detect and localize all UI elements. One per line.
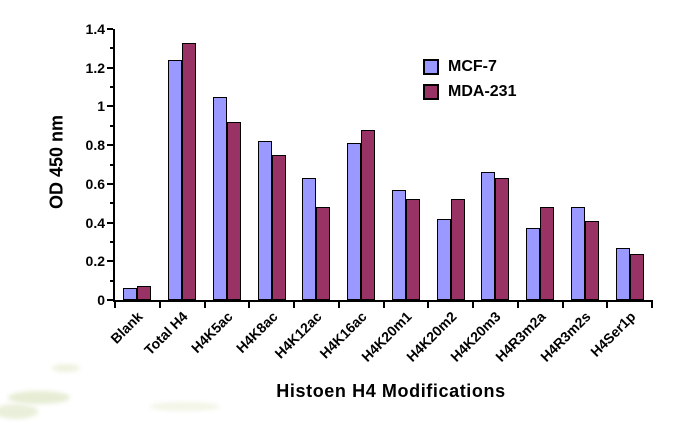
bar-mcf7 xyxy=(570,207,585,300)
x-axis-tick xyxy=(248,300,251,308)
y-tick-label: 0 xyxy=(97,292,105,308)
legend-item-mda231: MDA-231 xyxy=(423,83,516,101)
legend: MCF-7 MDA-231 xyxy=(423,58,516,101)
bar-mcf7 xyxy=(436,218,451,300)
x-axis-tick xyxy=(651,300,653,308)
bar-mda231 xyxy=(182,42,197,300)
bar-mda231 xyxy=(316,207,331,300)
bar-mcf7 xyxy=(257,141,272,300)
x-axis-tick xyxy=(382,300,385,308)
y-axis-major-tick xyxy=(107,66,113,69)
y-axis-title: OD 450 nm xyxy=(46,114,67,210)
plot-area: 0 0.2 0.4 0.6 0.8 1 1.2 1.4 Blank Total H4 H4K5ac H… xyxy=(86,21,653,365)
y-axis-minor-tick xyxy=(110,47,113,50)
x-axis-tick xyxy=(114,300,116,308)
y-tick-label: 1 xyxy=(97,98,105,115)
bar-mda231 xyxy=(226,121,241,300)
x-category-label: Total H4 xyxy=(141,308,191,358)
y-axis-minor-tick xyxy=(110,124,113,127)
bar-mda231 xyxy=(271,154,286,300)
y-tick-label: 0.6 xyxy=(85,175,105,192)
bar-mda231 xyxy=(540,207,555,300)
bar-mda231 xyxy=(629,253,644,300)
y-axis-major-tick xyxy=(107,299,113,301)
bar-mcf7 xyxy=(347,143,362,300)
watermark-smudge xyxy=(150,402,220,411)
bar-mda231 xyxy=(137,286,152,300)
x-axis-tick xyxy=(337,300,340,308)
legend-swatch-mcf7 xyxy=(423,59,439,75)
legend-label-mda231: MDA-231 xyxy=(448,83,517,100)
bar-mda231 xyxy=(584,220,599,300)
x-axis-title: Histoen H4 Modifications xyxy=(276,381,506,401)
bar-mcf7 xyxy=(481,172,496,300)
y-axis-major-tick xyxy=(107,28,113,30)
x-category-label: H4K8ac xyxy=(232,308,281,356)
y-axis-minor-tick xyxy=(110,86,113,89)
y-axis-minor-tick xyxy=(110,202,113,205)
bar-mcf7 xyxy=(302,178,317,300)
y-axis-major-tick xyxy=(107,221,113,224)
y-axis-major-tick xyxy=(107,260,113,263)
y-axis-major-tick xyxy=(107,105,113,108)
x-axis-tick xyxy=(606,300,609,308)
x-axis-tick xyxy=(561,300,564,308)
x-category-label: H4K5ac xyxy=(187,308,236,356)
x-axis-tick xyxy=(516,300,519,308)
y-axis-minor-tick xyxy=(110,279,113,282)
y-tick-label: 0.8 xyxy=(85,137,105,154)
y-axis-major-tick xyxy=(107,182,113,185)
legend-label-mcf7: MCF-7 xyxy=(448,58,497,75)
bar-mda231 xyxy=(495,178,510,300)
watermark-smudge xyxy=(0,404,38,419)
x-axis-tick xyxy=(158,300,161,308)
x-category-label: H4R3m2s xyxy=(537,308,594,365)
bar-mda231 xyxy=(450,199,465,300)
y-tick-label: 1.4 xyxy=(85,21,105,37)
x-category-label: Blank xyxy=(107,308,146,347)
x-axis-tick xyxy=(427,300,430,308)
x-axis-tick xyxy=(203,300,206,308)
y-axis-major-tick xyxy=(107,144,113,147)
bar-mcf7 xyxy=(391,189,406,300)
legend-swatch-mda231 xyxy=(423,84,439,100)
y-tick-label: 1.2 xyxy=(85,59,105,76)
bar-mcf7 xyxy=(123,288,138,300)
watermark-smudge xyxy=(52,364,80,372)
y-axis-minor-tick xyxy=(110,163,113,166)
bar-mda231 xyxy=(361,129,376,300)
legend-item-mcf7: MCF-7 xyxy=(423,58,516,76)
y-axis-minor-tick xyxy=(110,240,113,243)
bar-mcf7 xyxy=(615,247,630,300)
bar-mda231 xyxy=(405,199,420,300)
x-axis-tick xyxy=(472,300,474,308)
x-axis-tick xyxy=(293,300,295,308)
y-tick-label: 0.4 xyxy=(85,214,105,231)
bar-mcf7 xyxy=(168,59,183,300)
y-tick-label: 0.2 xyxy=(85,253,105,270)
x-category-label: H4Ser1p xyxy=(586,308,639,360)
bar-mcf7 xyxy=(212,96,227,300)
watermark-smudge xyxy=(8,391,70,404)
bar-mcf7 xyxy=(526,228,541,300)
